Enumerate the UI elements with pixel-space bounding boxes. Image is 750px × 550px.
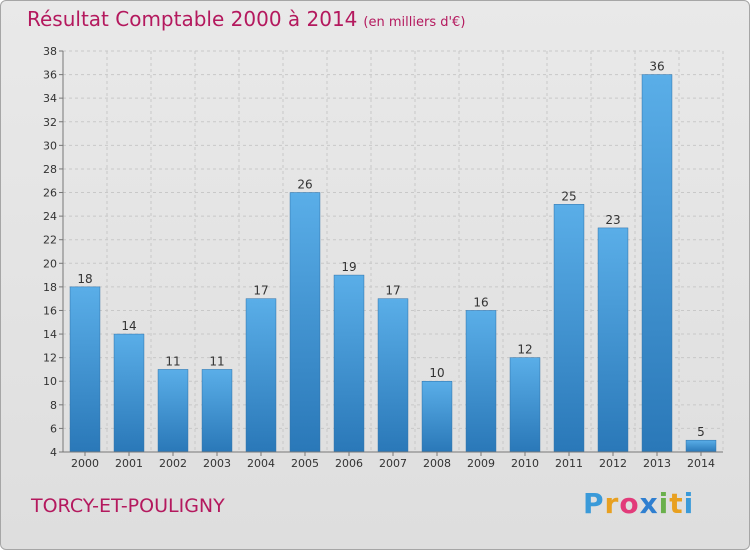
logo-letter: r xyxy=(604,487,620,520)
y-tick-label: 28 xyxy=(43,163,57,176)
x-tick-label: 2000 xyxy=(71,457,99,470)
x-tick-label: 2013 xyxy=(643,457,671,470)
bar-layer xyxy=(69,74,717,453)
x-tick-label: 2004 xyxy=(247,457,275,470)
y-tick-label: 34 xyxy=(43,92,57,105)
bar-2003 xyxy=(201,369,233,453)
y-tick-label: 10 xyxy=(43,375,57,388)
bar-2002 xyxy=(157,369,189,453)
bar-value-label: 19 xyxy=(341,260,356,274)
bar-2004 xyxy=(245,298,277,453)
bar-value-label: 14 xyxy=(121,319,136,333)
bar-value-label: 10 xyxy=(429,366,444,380)
bar-value-label: 17 xyxy=(253,284,268,298)
bar-value-label: 11 xyxy=(209,354,224,368)
x-tick-label: 2009 xyxy=(467,457,495,470)
y-tick-label: 16 xyxy=(43,304,57,317)
x-tick-label: 2012 xyxy=(599,457,627,470)
y-tick-label: 12 xyxy=(43,352,57,365)
y-tick-label: 32 xyxy=(43,116,57,129)
bar-2008 xyxy=(421,380,453,453)
logo-letter: i xyxy=(658,487,670,520)
bar-value-label: 12 xyxy=(517,343,532,357)
y-tick-label: 8 xyxy=(50,399,57,412)
bar-2012 xyxy=(597,227,629,453)
bar-2011 xyxy=(553,204,585,453)
bar-2001 xyxy=(113,333,145,453)
bar-value-label: 23 xyxy=(605,213,620,227)
y-tick-label: 24 xyxy=(43,210,57,223)
bar-value-label: 26 xyxy=(297,178,312,192)
bar-2013 xyxy=(641,74,673,453)
y-tick-label: 30 xyxy=(43,139,57,152)
chart-units-note: (en milliers d'€) xyxy=(363,15,466,30)
bar-2006 xyxy=(333,274,365,453)
bar-2005 xyxy=(289,192,321,453)
bar-value-label: 11 xyxy=(165,354,180,368)
bar-2000 xyxy=(69,286,101,453)
y-tick-label: 20 xyxy=(43,257,57,270)
bar-value-label: 18 xyxy=(77,272,92,286)
y-tick-label: 4 xyxy=(50,446,57,459)
y-tick-label: 6 xyxy=(50,422,57,435)
x-tick-label: 2007 xyxy=(379,457,407,470)
proxiti-logo: Proxiti xyxy=(583,487,694,520)
bar-2014 xyxy=(685,439,717,453)
y-tick-label: 38 xyxy=(43,45,57,58)
chart-title: Résultat Comptable 2000 à 2014 (en millie… xyxy=(27,7,465,31)
y-tick-label: 14 xyxy=(43,328,57,341)
x-tick-label: 2011 xyxy=(555,457,583,470)
bar-2009 xyxy=(465,310,497,453)
bar-2007 xyxy=(377,298,409,453)
logo-letter: i xyxy=(683,487,695,520)
x-tick-label: 2006 xyxy=(335,457,363,470)
logo-letter: P xyxy=(583,487,605,520)
bar-value-label: 17 xyxy=(385,284,400,298)
y-tick-label: 36 xyxy=(43,69,57,82)
y-tick-label: 18 xyxy=(43,281,57,294)
bar-value-label: 16 xyxy=(473,295,488,309)
x-tick-label: 2010 xyxy=(511,457,539,470)
y-tick-label: 22 xyxy=(43,234,57,247)
x-tick-label: 2003 xyxy=(203,457,231,470)
x-tick-label: 2005 xyxy=(291,457,319,470)
y-tick-label: 26 xyxy=(43,187,57,200)
bar-value-label: 36 xyxy=(649,60,664,74)
logo-letter: t xyxy=(669,487,684,520)
logo-letter: x xyxy=(639,487,659,520)
bar-value-label: 25 xyxy=(561,189,576,203)
bar-2010 xyxy=(509,357,541,453)
x-tick-label: 2002 xyxy=(159,457,187,470)
logo-letter: o xyxy=(619,487,640,520)
x-tick-label: 2014 xyxy=(687,457,715,470)
x-tick-label: 2008 xyxy=(423,457,451,470)
x-tick-label: 2001 xyxy=(115,457,143,470)
axis-layer: 4 6 8 10 12 14 16 18 20 22 24 26 28 30 32 34 36 38 18 2000 1… xyxy=(43,45,723,470)
bar-value-label: 5 xyxy=(697,425,705,439)
chart-title-text: Résultat Comptable 2000 à 2014 xyxy=(27,7,358,31)
commune-name: TORCY-ET-POULIGNY xyxy=(31,495,225,517)
